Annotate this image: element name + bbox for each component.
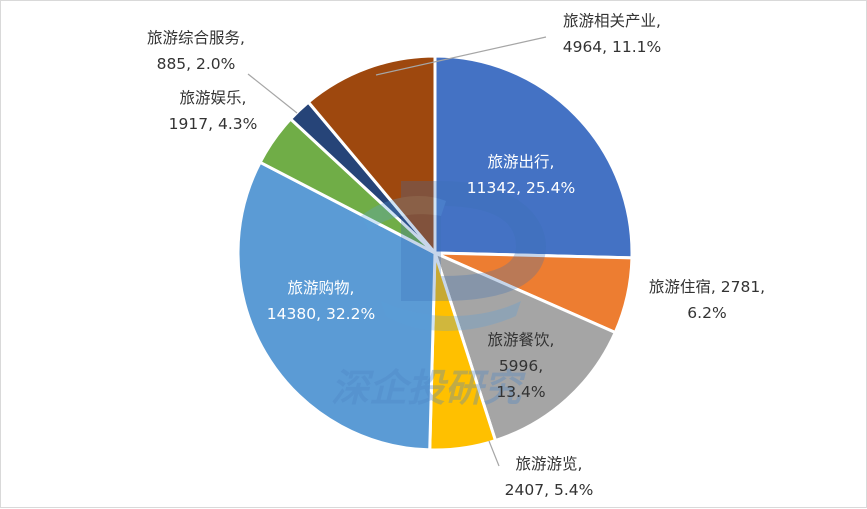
data-label-7: 旅游综合服务, 885, 2.0%	[147, 29, 245, 73]
data-label-5: 旅游购物, 14380, 32.2%	[267, 279, 375, 323]
data-label-2: 旅游住宿, 2781, 6.2%	[649, 278, 765, 322]
data-label-6: 旅游娱乐, 1917, 4.3%	[169, 89, 258, 133]
pie-slices	[236, 54, 634, 452]
leader-line-7	[247, 73, 298, 114]
data-label-8: 旅游相关产业, 4964, 11.1%	[563, 12, 662, 56]
pie-slice-1	[433, 54, 634, 260]
watermark: 深企投研究	[331, 181, 546, 410]
data-label-3: 旅游餐饮, 5996, 13.4%	[488, 331, 555, 401]
watermark-text: 深企投研究	[331, 365, 526, 410]
db-logo-watermark-icon	[361, 181, 546, 331]
pie-slice-8	[306, 54, 437, 258]
leader-line-4	[488, 440, 500, 467]
data-label-1: 旅游出行, 11342, 25.4%	[467, 153, 575, 197]
data-label-4: 旅游游览, 2407, 5.4%	[505, 455, 594, 499]
leader-line-8	[375, 36, 547, 76]
pie-slice-3	[432, 250, 618, 443]
pie-slice-5	[236, 160, 437, 452]
data-labels: 旅游出行, 11342, 25.4% 旅游住宿, 2781, 6.2% 旅游餐饮, 599…	[147, 12, 765, 499]
leader-lines	[247, 36, 547, 467]
